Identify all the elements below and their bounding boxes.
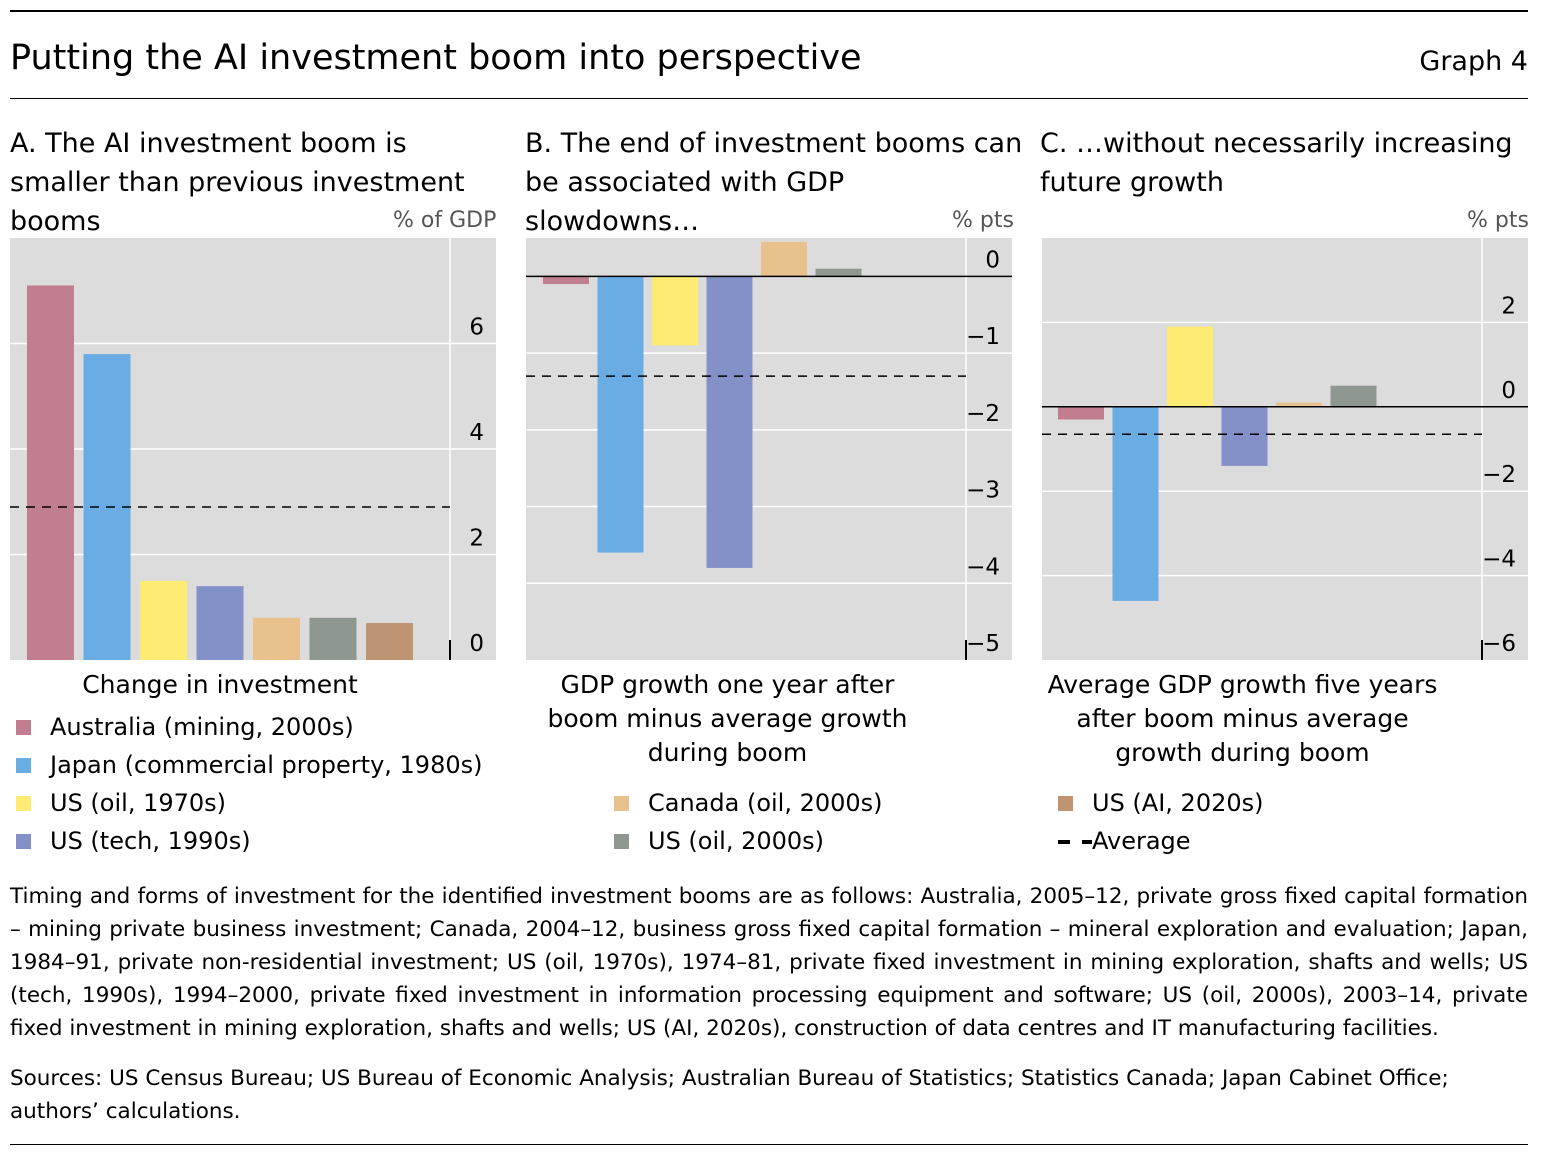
y-tick-label: 0 — [1501, 378, 1516, 404]
legend-item-us-oil-1970s: US (oil, 1970s) — [10, 784, 482, 822]
graph-label: Graph 4 — [1419, 46, 1528, 77]
page-title: Putting the AI investment boom into pers… — [10, 38, 862, 78]
bar-us-oil-2000s — [815, 268, 862, 277]
bar-canada-oil-2000s — [761, 241, 807, 277]
footnote: Timing and forms of investment for the i… — [10, 884, 1528, 1041]
bar-us-oil-1970s — [140, 580, 187, 660]
legend-label: Canada (oil, 2000s) — [648, 789, 883, 817]
panel-a-unit: % of GDP — [393, 208, 497, 233]
panel-c-xlabel: Average GDP growth five years after boom… — [1047, 670, 1438, 767]
y-tick-label: −4 — [966, 554, 1000, 580]
panel-c-unit: % pts — [1467, 208, 1529, 233]
y-tick-label: 0 — [985, 247, 1000, 273]
legend-label: US (tech, 1990s) — [50, 827, 251, 855]
legend-item-average: Average — [1052, 822, 1264, 860]
bar-us-oil-2000s — [309, 617, 357, 660]
bar-us-oil-1970s — [1167, 326, 1213, 407]
panel-a-title: A. The AI investment boom is smaller tha… — [10, 128, 465, 237]
legend-item-us-ai: US (AI, 2020s) — [1052, 784, 1264, 822]
y-tick-label: 2 — [469, 526, 484, 552]
y-tick-label: −2 — [966, 401, 1000, 427]
bar-canada-oil-2000s — [253, 617, 300, 660]
legend-label: US (AI, 2020s) — [1092, 789, 1264, 817]
y-tick-label: −2 — [1482, 462, 1516, 488]
legend-swatch — [16, 834, 31, 849]
bar-us-tech-1990s — [706, 276, 753, 568]
y-tick-label: 4 — [469, 420, 484, 446]
bar-us-ai-2020s — [366, 623, 413, 660]
legend-item-canada: Canada (oil, 2000s) — [608, 784, 883, 822]
legend-column-1: Australia (mining, 2000s) Japan (commerc… — [10, 708, 482, 860]
legend-swatch — [16, 758, 31, 773]
legend-label: Average — [1092, 827, 1191, 855]
legend-swatch — [614, 796, 629, 811]
top-rule — [10, 10, 1528, 12]
panel-b-chart: 0 −1 −2 −3 −4 −5 — [526, 238, 1012, 660]
bar-australia-mining-2000s — [27, 285, 74, 660]
y-tick-label: −5 — [966, 631, 1000, 657]
y-tick-label: −3 — [966, 478, 1000, 504]
panel-c-title: C. …without necessarily increasing futur… — [1040, 128, 1513, 198]
legend-swatch — [1058, 796, 1073, 811]
y-tick-label: −6 — [1482, 631, 1516, 657]
sources: Sources: US Census Bureau; US Bureau of … — [10, 1066, 1449, 1124]
header-rule — [10, 98, 1528, 99]
bar-us-oil-1970s — [652, 276, 698, 346]
y-tick-label: 2 — [1501, 293, 1516, 319]
y-tick-label: 0 — [469, 631, 484, 657]
legend-swatch — [614, 834, 629, 849]
panel-c-chart: 2 0 −2 −4 −6 — [1042, 238, 1528, 660]
bar-australia-mining-2000s — [1058, 406, 1104, 420]
bottom-rule — [10, 1144, 1528, 1145]
legend-item-australia: Australia (mining, 2000s) — [10, 708, 482, 746]
panel-b-unit: % pts — [952, 208, 1014, 233]
bar-canada-oil-2000s — [1276, 402, 1322, 407]
bar-us-tech-1990s — [1221, 406, 1268, 466]
legend-item-us-tech-1990s: US (tech, 1990s) — [10, 822, 482, 860]
y-tick-label: −4 — [1482, 547, 1516, 573]
panel-a-xlabel: Change in investment — [82, 670, 358, 699]
legend-dash-icon — [1058, 840, 1092, 844]
bar-us-tech-1990s — [196, 586, 244, 660]
legend-label: US (oil, 2000s) — [648, 827, 825, 855]
bar-australia-mining-2000s — [543, 276, 589, 285]
legend-swatch — [16, 796, 31, 811]
legend-label: Japan (commercial property, 1980s) — [50, 751, 483, 779]
legend-item-japan: Japan (commercial property, 1980s) — [10, 746, 482, 784]
legend-column-3: US (AI, 2020s) Average — [1052, 784, 1264, 860]
y-tick-label: 6 — [469, 315, 484, 341]
panel-b-xlabel: GDP growth one year after boom minus ave… — [547, 670, 908, 767]
bar-us-oil-2000s — [1330, 385, 1377, 407]
bar-japan-commercial-property-1980s — [597, 276, 644, 553]
y-tick-label: −1 — [966, 324, 1000, 350]
legend-label: Australia (mining, 2000s) — [50, 713, 354, 741]
panel-a-chart: 0 2 4 6 — [10, 238, 496, 660]
legend-column-2: Canada (oil, 2000s) US (oil, 2000s) — [608, 784, 883, 860]
panel-b-title: B. The end of investment booms can be as… — [525, 128, 1023, 237]
bar-japan-commercial-property-1980s — [1112, 406, 1159, 601]
legend-label: US (oil, 1970s) — [50, 789, 227, 817]
legend-swatch — [16, 720, 31, 735]
legend-item-us-oil-2000s: US (oil, 2000s) — [608, 822, 883, 860]
